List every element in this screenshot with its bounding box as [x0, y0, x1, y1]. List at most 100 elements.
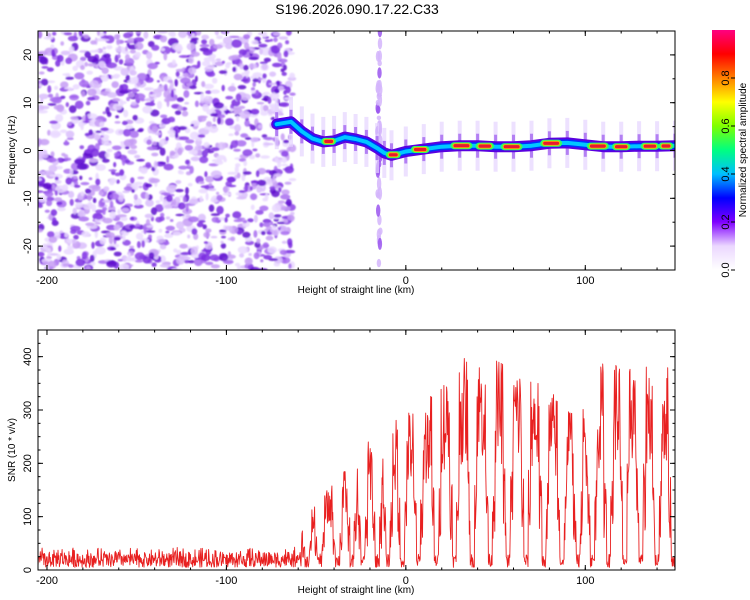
- noise-speckle: [94, 230, 99, 239]
- noise-speckle: [220, 243, 227, 249]
- colorbar-tick-label: 0.4: [720, 166, 732, 181]
- noise-speckle: [269, 71, 277, 77]
- snr-ticks: -200 -100 0 100 0 100 200 300 400: [22, 329, 675, 587]
- band-peak: [453, 144, 470, 148]
- noise-speckle: [122, 50, 130, 55]
- noise-speckle: [175, 188, 184, 193]
- noise-speckle: [123, 186, 133, 191]
- noise-speckle-group: [38, 31, 297, 270]
- noise-speckle: [44, 209, 50, 213]
- noise-speckle: [194, 100, 199, 108]
- noise-speckle: [281, 150, 289, 157]
- noise-speckle: [80, 56, 87, 62]
- noise-speckle: [177, 202, 186, 210]
- noise-speckle: [190, 246, 198, 255]
- noise-speckle: [39, 138, 50, 146]
- noise-speckle: [208, 188, 217, 192]
- noise-speckle: [47, 85, 52, 93]
- noise-speckle: [281, 240, 287, 244]
- noise-speckle: [170, 89, 175, 98]
- spectrogram-ytick-label: -20: [22, 238, 34, 254]
- noise-speckle: [100, 74, 109, 82]
- noise-speckle: [274, 156, 279, 163]
- noise-speckle: [237, 246, 249, 254]
- noise-speckle: [281, 157, 288, 164]
- noise-speckle: [90, 40, 97, 45]
- noise-speckle: [285, 40, 290, 45]
- spectrogram-ylabel: Frequency (Hz): [7, 116, 18, 185]
- noise-speckle: [94, 222, 102, 225]
- noise-speckle: [143, 226, 147, 235]
- noise-speckle: [289, 72, 295, 79]
- noise-speckle: [163, 90, 171, 99]
- noise-speckle: [133, 204, 144, 209]
- noise-speckle: [208, 204, 215, 212]
- noise-speckle: [129, 49, 136, 54]
- noise-speckle: [85, 115, 89, 124]
- noise-speckle: [234, 124, 242, 133]
- noise-speckle: [200, 254, 211, 262]
- noise-speckle: [240, 93, 251, 101]
- noise-speckle: [58, 245, 62, 252]
- noise-speckle: [102, 111, 107, 115]
- noise-speckle: [242, 231, 251, 238]
- noise-speckle: [78, 31, 83, 37]
- noise-speckle: [113, 34, 120, 40]
- noise-speckle: [231, 39, 243, 48]
- noise-speckle: [222, 36, 233, 45]
- noise-speckle: [225, 118, 234, 126]
- noise-speckle: [81, 251, 88, 260]
- noise-speckle: [266, 231, 272, 235]
- noise-speckle: [180, 77, 191, 84]
- noise-speckle: [38, 190, 44, 193]
- noise-speckle: [208, 125, 219, 133]
- noise-speckle: [134, 252, 145, 261]
- noise-speckle: [262, 73, 267, 79]
- noise-speckle: [176, 249, 182, 255]
- noise-speckle: [85, 265, 91, 270]
- noise-speckle: [144, 77, 154, 83]
- noise-speckle: [242, 171, 252, 175]
- noise-speckle: [288, 178, 297, 182]
- noise-speckle: [189, 165, 194, 174]
- noise-speckle: [47, 103, 57, 106]
- noise-speckle: [133, 181, 143, 186]
- noise-speckle: [165, 216, 171, 220]
- noise-speckle: [197, 115, 208, 119]
- noise-speckle: [63, 87, 73, 90]
- noise-speckle: [194, 145, 203, 151]
- noise-speckle: [70, 162, 80, 171]
- noise-speckle: [244, 137, 252, 140]
- noise-speckle: [149, 93, 157, 98]
- noise-speckle: [107, 92, 118, 98]
- noise-speckle: [69, 198, 74, 206]
- noise-speckle: [258, 124, 263, 129]
- noise-speckle: [46, 199, 53, 207]
- noise-speckle: [257, 167, 267, 175]
- noise-speckle: [123, 139, 134, 147]
- noise-speckle: [87, 88, 97, 96]
- noise-speckle: [109, 210, 116, 220]
- noise-speckle: [272, 175, 276, 183]
- noise-speckle: [171, 59, 176, 66]
- noise-speckle: [252, 78, 259, 83]
- noise-speckle: [163, 52, 168, 61]
- colorbar-tick-label: 0.0: [720, 262, 732, 277]
- noise-speckle: [38, 109, 48, 114]
- noise-speckle: [54, 85, 59, 90]
- noise-speckle: [42, 261, 49, 265]
- noise-speckle: [201, 60, 211, 67]
- noise-speckle: [253, 230, 258, 238]
- noise-speckle: [206, 71, 216, 77]
- noise-speckle: [146, 51, 153, 60]
- noise-speckle: [206, 150, 215, 154]
- noise-speckle: [47, 260, 57, 269]
- noise-speckle: [84, 132, 91, 137]
- noise-speckle: [244, 257, 253, 266]
- noise-speckle: [78, 80, 89, 88]
- noise-speckle: [81, 231, 90, 238]
- noise-speckle: [86, 113, 98, 120]
- band-peak: [388, 153, 398, 157]
- noise-speckle: [283, 90, 287, 95]
- noise-speckle: [188, 67, 197, 75]
